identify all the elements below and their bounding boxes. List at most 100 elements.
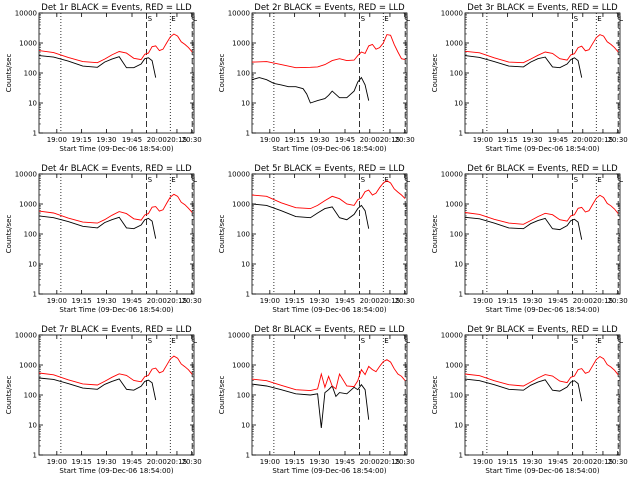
y-tick-label: 100 [450, 70, 463, 78]
x-axis-label: Start Time (09-Dec-06 18:54:00) [272, 145, 386, 153]
y-tick-label: 10000 [228, 332, 250, 340]
y-axis-label: Counts/sec [5, 215, 13, 254]
chart-panel: Det 6r BLACK = Events, RED = LLD 1 10 100 10… [431, 164, 628, 314]
x-tick-label: 20:00 [360, 458, 380, 466]
plot-frame [251, 173, 408, 295]
y-tick-label: 10000 [441, 332, 463, 340]
x-tick-label: 19:00 [473, 297, 493, 305]
plot-frame [38, 173, 195, 295]
x-tick-label: 19:15 [285, 297, 305, 305]
x-tick-label: 20:00 [360, 297, 380, 305]
plot-frame [38, 334, 195, 456]
y-tick-label: 10000 [228, 10, 250, 18]
y-axis-label: Counts/sec [431, 376, 439, 415]
y-tick-label: 100 [237, 70, 250, 78]
series-line-events [251, 76, 370, 104]
chart-title: Det 5r BLACK = Events, RED = LLD [254, 164, 405, 174]
x-tick-label: 20:15 [167, 458, 187, 466]
event-marker-label: E [384, 15, 388, 23]
plot-frame [38, 12, 195, 134]
x-tick-label: 19:15 [498, 136, 518, 144]
y-tick-label: 1 [246, 291, 250, 299]
chart-title: Det 4r BLACK = Events, RED = LLD [41, 164, 192, 174]
event-marker-label: L [193, 15, 197, 23]
y-axis-label: Counts/sec [218, 54, 226, 93]
x-tick-label: 19:30 [96, 136, 116, 144]
x-tick-label: 20:30 [608, 458, 628, 466]
chart-title: Det 8r BLACK = Events, RED = LLD [254, 325, 405, 335]
x-tick-label: 19:30 [96, 297, 116, 305]
y-tick-label: 1 [459, 130, 463, 138]
x-tick-label: 20:15 [380, 297, 400, 305]
chart-panel: Det 5r BLACK = Events, RED = LLD 1 10 100 10… [218, 164, 415, 314]
y-tick-label: 1000 [232, 201, 250, 209]
y-tick-label: 10000 [15, 332, 37, 340]
series-line-lld [251, 34, 406, 69]
y-tick-label: 1 [246, 130, 250, 138]
x-tick-label: 19:45 [548, 297, 568, 305]
chart-panel: Det 4r BLACK = Events, RED = LLD 1 10 100 10… [5, 164, 202, 314]
x-tick-label: 20:00 [147, 297, 167, 305]
event-marker-label: L [193, 337, 197, 345]
x-tick-label: 19:15 [498, 297, 518, 305]
x-tick-label: 20:30 [608, 297, 628, 305]
y-axis-label: Counts/sec [218, 376, 226, 415]
x-tick-label: 19:45 [122, 458, 142, 466]
plot-frame [464, 334, 621, 456]
series-line-events [464, 216, 583, 240]
event-marker-label: E [171, 176, 175, 184]
x-tick-label: 19:45 [335, 136, 355, 144]
x-tick-label: 19:15 [285, 136, 305, 144]
chart-title: Det 2r BLACK = Events, RED = LLD [254, 3, 405, 13]
x-tick-label: 20:00 [573, 297, 593, 305]
y-tick-label: 1000 [19, 40, 37, 48]
series-line-events [38, 377, 157, 401]
x-tick-label: 19:30 [309, 297, 329, 305]
x-tick-label: 20:30 [182, 136, 202, 144]
plot-frame [464, 12, 621, 134]
x-tick-label: 19:15 [498, 458, 518, 466]
event-marker-label: L [619, 15, 623, 23]
x-tick-label: 19:15 [72, 136, 92, 144]
event-marker-label: L [406, 337, 410, 345]
x-tick-label: 19:00 [260, 458, 280, 466]
y-axis-label: Counts/sec [5, 54, 13, 93]
x-tick-label: 20:15 [593, 136, 613, 144]
x-tick-label: 20:30 [182, 458, 202, 466]
event-marker-label: S [574, 176, 579, 184]
series-line-events [464, 378, 583, 402]
x-tick-label: 19:45 [335, 458, 355, 466]
y-tick-label: 100 [24, 392, 37, 400]
event-marker-label: L [193, 176, 197, 184]
chart-panel: Det 3r BLACK = Events, RED = LLD 1 10 100 10… [431, 3, 628, 153]
chart-panel: Det 7r BLACK = Events, RED = LLD 1 10 100 10… [5, 325, 202, 475]
x-tick-label: 20:30 [608, 136, 628, 144]
x-tick-label: 19:00 [260, 297, 280, 305]
chart-title: Det 3r BLACK = Events, RED = LLD [467, 3, 618, 13]
y-tick-label: 100 [450, 392, 463, 400]
y-axis-label: Counts/sec [5, 376, 13, 415]
x-tick-label: 20:00 [147, 458, 167, 466]
event-marker-label: S [574, 15, 579, 23]
y-tick-label: 10 [241, 100, 250, 108]
event-marker-label: L [619, 176, 623, 184]
series-line-events [38, 215, 157, 239]
chart-title: Det 1r BLACK = Events, RED = LLD [41, 3, 192, 13]
y-tick-label: 1 [33, 130, 37, 138]
series-line-lld [464, 355, 619, 387]
x-tick-label: 19:45 [122, 136, 142, 144]
x-tick-label: 19:15 [285, 458, 305, 466]
chart-panel: Det 8r BLACK = Events, RED = LLD 1 10 100 10… [218, 325, 415, 475]
series-line-lld [38, 193, 193, 224]
y-tick-label: 100 [237, 231, 250, 239]
series-line-events [464, 55, 583, 78]
event-marker-label: S [361, 15, 366, 23]
y-tick-label: 10000 [15, 171, 37, 179]
x-tick-label: 19:00 [47, 136, 67, 144]
plot-frame [464, 173, 621, 295]
x-axis-label: Start Time (09-Dec-06 18:54:00) [272, 306, 386, 314]
series-line-lld [38, 355, 193, 386]
series-line-events [251, 203, 370, 229]
chart-title: Det 9r BLACK = Events, RED = LLD [467, 325, 618, 335]
